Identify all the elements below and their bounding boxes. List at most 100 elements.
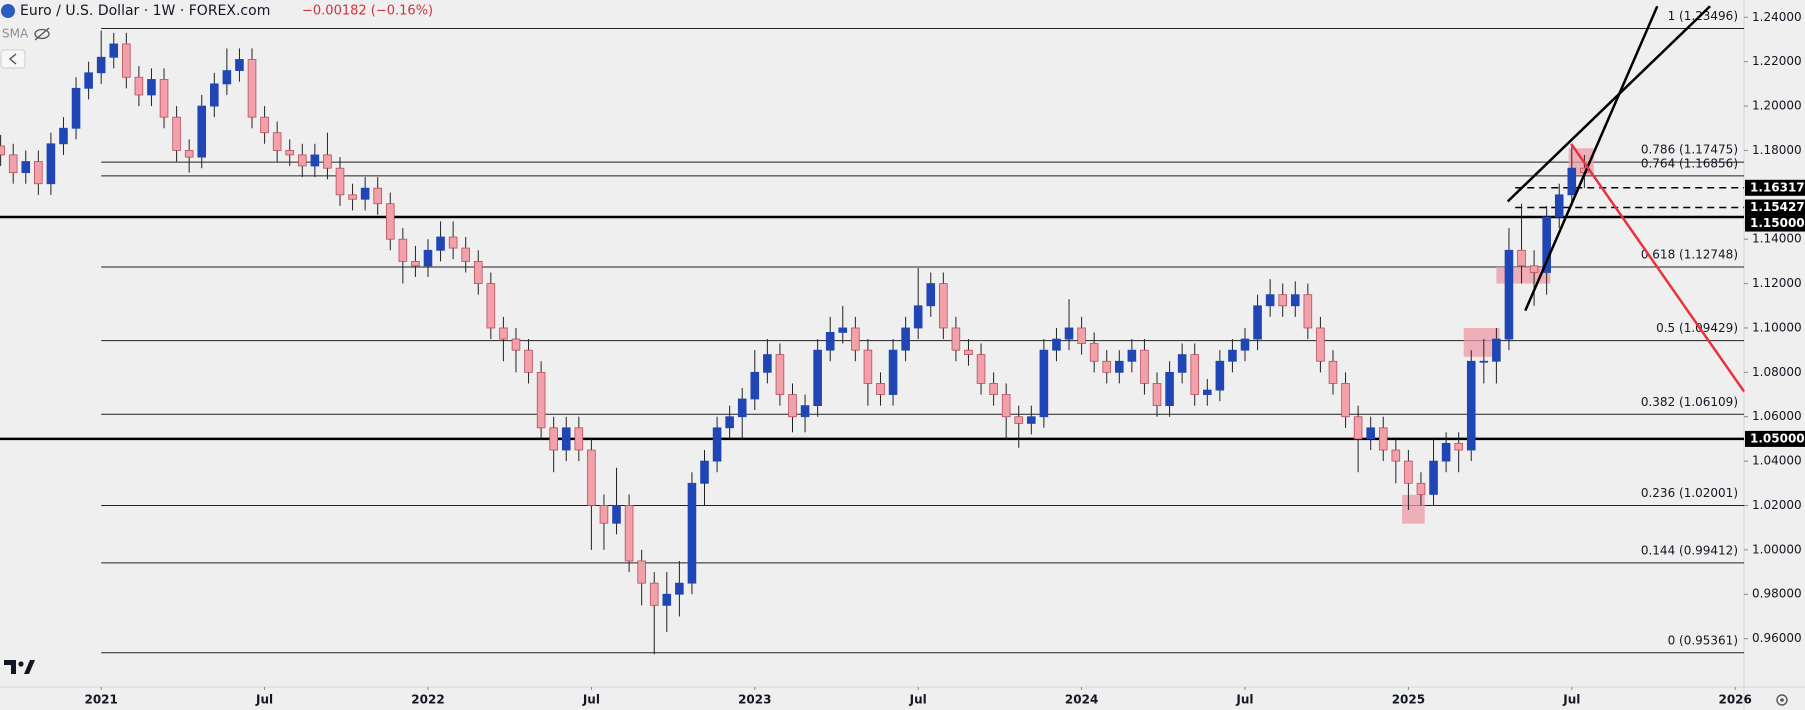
y-tick-label: 1.02000 bbox=[1752, 498, 1802, 512]
y-tick-label: 1.10000 bbox=[1752, 320, 1802, 334]
x-tick-label: 2026 bbox=[1718, 693, 1751, 707]
y-tick-label: 1.00000 bbox=[1752, 542, 1802, 556]
candle-body bbox=[34, 161, 43, 185]
candle-body bbox=[939, 283, 948, 329]
candle-body bbox=[951, 327, 961, 351]
candle-body bbox=[398, 238, 408, 262]
visibility-icon[interactable] bbox=[34, 27, 50, 41]
candle-body bbox=[649, 582, 659, 606]
candle-body bbox=[587, 449, 596, 506]
candle-body bbox=[574, 427, 584, 451]
highlight-zone bbox=[1402, 494, 1425, 524]
candle-body bbox=[1089, 343, 1099, 362]
fib-label: 0.786 (1.17475) bbox=[1641, 143, 1738, 157]
y-tick-label: 1.20000 bbox=[1752, 99, 1802, 113]
x-tick-label: 2024 bbox=[1065, 693, 1098, 707]
candle-body bbox=[1429, 460, 1438, 495]
x-tick-label: 2022 bbox=[411, 693, 444, 707]
y-tick-label: 1.24000 bbox=[1752, 10, 1802, 24]
candle-body bbox=[1140, 349, 1149, 384]
candle-body bbox=[1202, 389, 1212, 395]
candle-body bbox=[913, 305, 923, 329]
x-tick-label: Jul bbox=[255, 693, 273, 707]
y-tick-label: 1.14000 bbox=[1752, 232, 1802, 246]
candle-body bbox=[1492, 338, 1501, 362]
x-tick-label: 2021 bbox=[84, 693, 117, 707]
price-badge-label: 1.15000 bbox=[1750, 216, 1805, 230]
candle-body bbox=[1177, 354, 1187, 373]
candle-body bbox=[1290, 294, 1300, 307]
candle-body bbox=[1353, 416, 1363, 440]
candle-body bbox=[737, 398, 747, 418]
candle-body bbox=[524, 349, 533, 373]
y-tick-label: 1.12000 bbox=[1752, 276, 1802, 290]
candle-body bbox=[272, 132, 282, 151]
fib-label: 0.618 (1.12748) bbox=[1641, 247, 1738, 261]
candle-body bbox=[1190, 354, 1200, 395]
header: Euro / U.S. Dollar · 1W · FOREX.com −0.0… bbox=[0, 3, 1788, 706]
candle-body bbox=[1366, 427, 1375, 440]
indicator-name: SMA bbox=[2, 27, 29, 41]
candle-body bbox=[1554, 194, 1564, 218]
candle-body bbox=[385, 203, 395, 240]
candle-body bbox=[436, 236, 445, 251]
price-badge bbox=[1745, 179, 1805, 196]
candle-body bbox=[147, 79, 156, 96]
collapse-icon bbox=[8, 53, 17, 65]
candle-body bbox=[838, 327, 848, 333]
y-tick-label: 1.06000 bbox=[1752, 409, 1802, 423]
candle-body bbox=[109, 43, 119, 58]
candle-body bbox=[310, 154, 320, 167]
collapse-button[interactable] bbox=[0, 49, 26, 69]
y-tick-label: 0.96000 bbox=[1752, 631, 1802, 645]
x-tick-label: Jul bbox=[1562, 693, 1580, 707]
candle-body bbox=[637, 560, 646, 584]
y-tick-label: 1.22000 bbox=[1752, 54, 1802, 68]
candle-body bbox=[1416, 482, 1426, 495]
price-badge bbox=[1745, 215, 1805, 232]
y-tick-label: 1.08000 bbox=[1752, 365, 1802, 379]
candle-body bbox=[926, 283, 936, 307]
candle-body bbox=[1215, 360, 1225, 391]
symbol-title: Euro / U.S. Dollar · 1W · FOREX.com bbox=[20, 3, 270, 19]
candle-body bbox=[260, 116, 269, 134]
candle-body bbox=[159, 79, 169, 118]
candle-body bbox=[46, 143, 56, 185]
candle-body bbox=[8, 154, 18, 174]
candle-body bbox=[964, 349, 973, 355]
price-change: −0.00182 (−0.16%) bbox=[302, 4, 433, 19]
candle-body bbox=[561, 427, 571, 451]
candle-body bbox=[285, 150, 295, 156]
fib-label: 0 (0.95361) bbox=[1668, 633, 1738, 647]
candle-body bbox=[210, 83, 219, 107]
candle-body bbox=[1542, 216, 1551, 273]
candle-body bbox=[599, 505, 609, 524]
candle-body bbox=[297, 154, 307, 167]
candle-body bbox=[1102, 360, 1112, 373]
candle-body bbox=[1278, 294, 1288, 307]
candle-body bbox=[1265, 294, 1275, 307]
fib-label: 1 (1.23496) bbox=[1668, 9, 1738, 23]
candle-body bbox=[1228, 349, 1237, 362]
candle-body bbox=[172, 116, 181, 151]
fib-label: 0.382 (1.06109) bbox=[1641, 395, 1738, 409]
candle-body bbox=[411, 260, 420, 267]
candle-body bbox=[1039, 349, 1049, 418]
candle-body bbox=[876, 383, 885, 395]
fib-label: 0.764 (1.16856) bbox=[1641, 156, 1738, 170]
candle-body bbox=[624, 505, 634, 562]
candle-body bbox=[511, 338, 521, 351]
candle-body bbox=[423, 249, 433, 267]
candle-body bbox=[1454, 442, 1463, 451]
candle-body bbox=[1341, 383, 1350, 418]
candle-body bbox=[122, 43, 131, 78]
candle-body bbox=[1127, 349, 1137, 362]
tradingview-logo bbox=[4, 660, 35, 674]
settings-icon[interactable] bbox=[1776, 694, 1788, 706]
price-badge-label: 1.05000 bbox=[1750, 431, 1805, 445]
candle-body bbox=[448, 236, 458, 249]
candle-body bbox=[1077, 327, 1086, 344]
candle-body bbox=[360, 187, 370, 200]
y-tick-label: 0.98000 bbox=[1752, 587, 1802, 601]
